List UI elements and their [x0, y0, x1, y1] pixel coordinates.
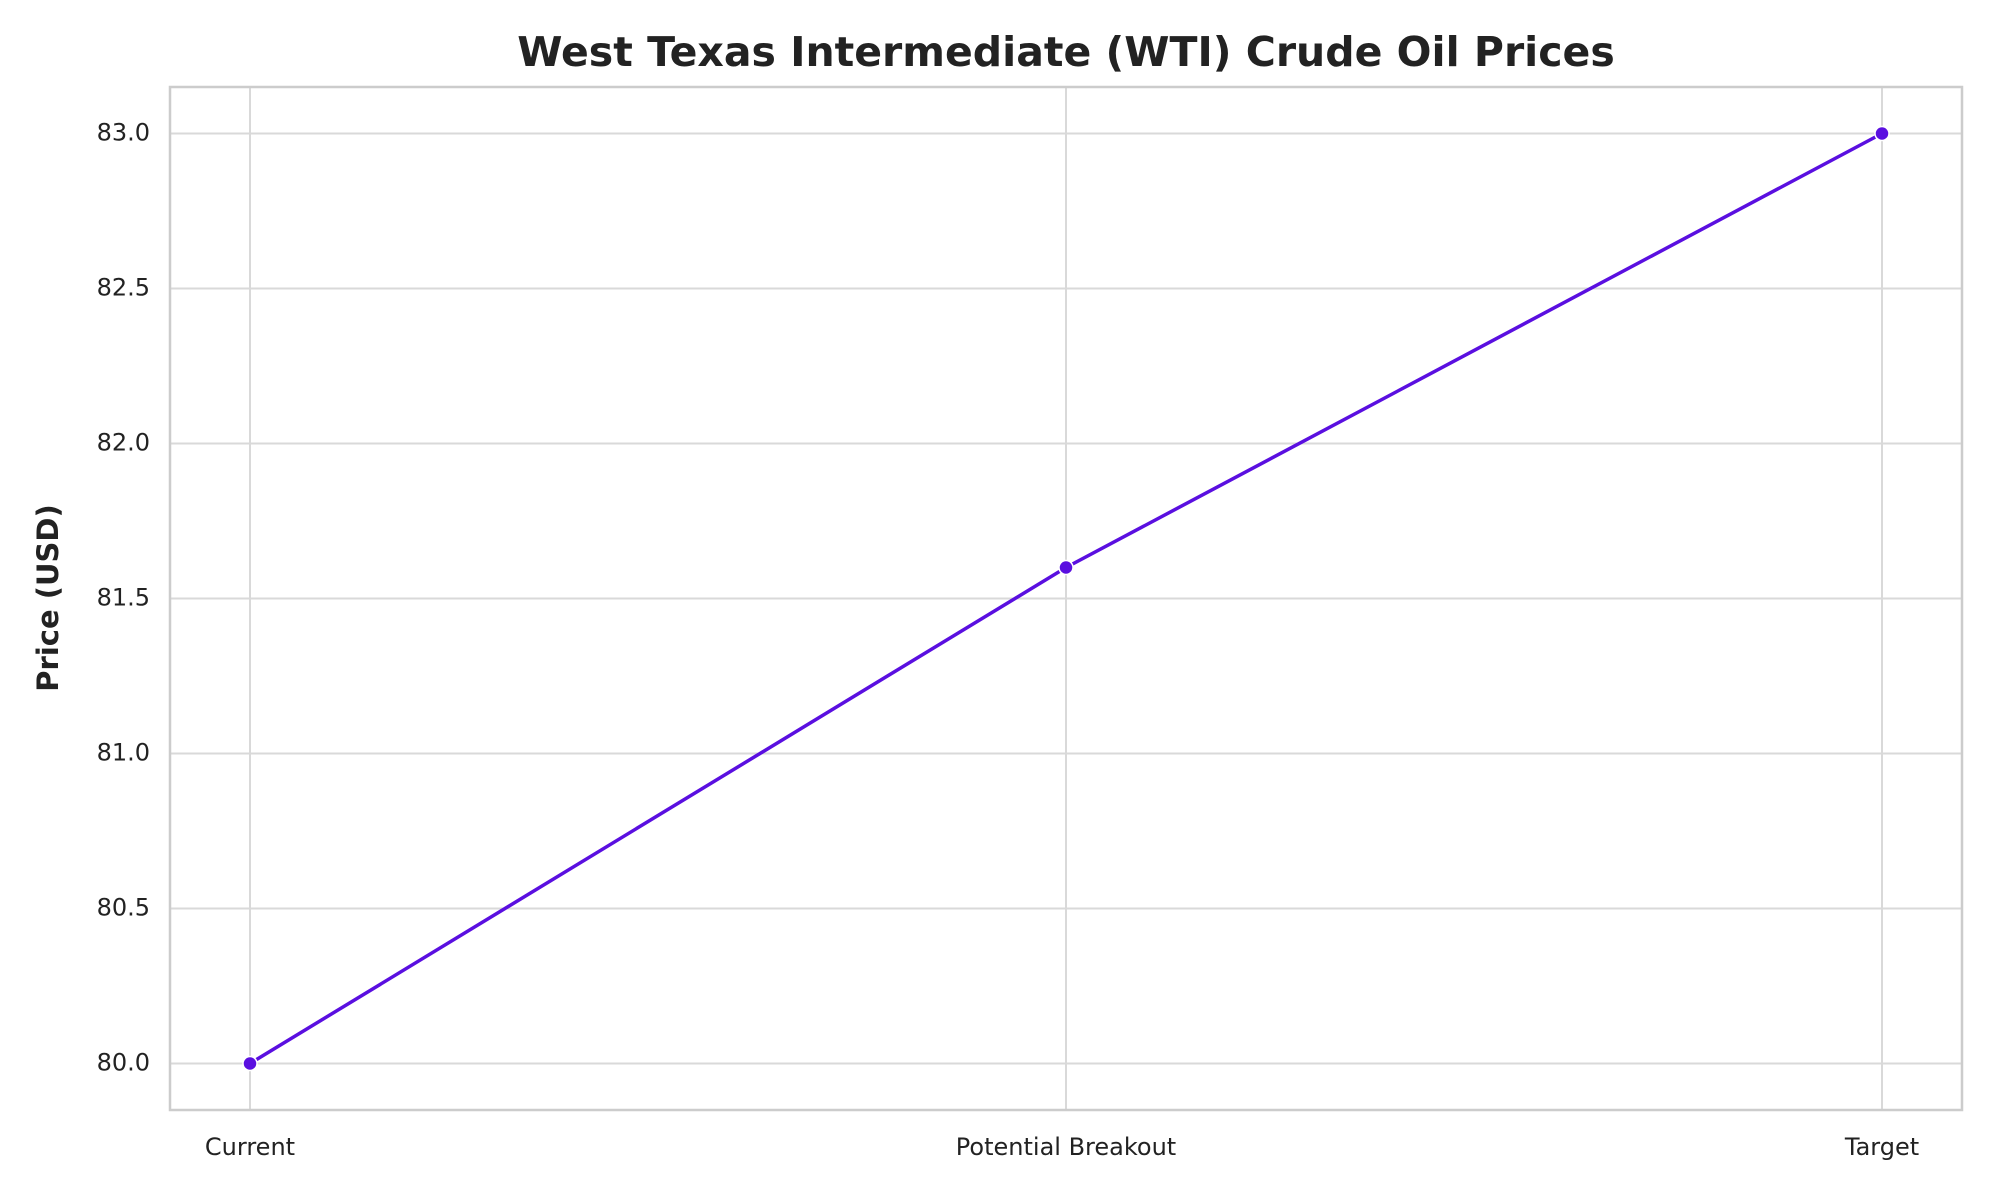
- point: [1058, 559, 1074, 576]
- x-tick-label: Target: [1844, 1133, 1919, 1161]
- plot-frame: [168, 85, 1964, 1112]
- y-tick-label: 83.0: [97, 119, 150, 147]
- y-tick-label: 81.0: [97, 739, 150, 767]
- chart-title: West Texas Intermediate (WTI) Crude Oil …: [517, 28, 1615, 76]
- x-tick-label: Current: [205, 1133, 295, 1161]
- y-tick-label: 80.0: [97, 1049, 150, 1077]
- y-tick-label: 82.0: [97, 429, 150, 457]
- x-tick-label: Potential Breakout: [956, 1133, 1176, 1161]
- y-axis-label: Price (USD): [31, 504, 65, 691]
- y-tick-label: 82.5: [97, 274, 150, 302]
- y-tick-label: 81.5: [97, 584, 150, 612]
- point: [1874, 125, 1890, 142]
- point: [242, 1055, 258, 1072]
- y-tick-label: 80.5: [97, 894, 150, 922]
